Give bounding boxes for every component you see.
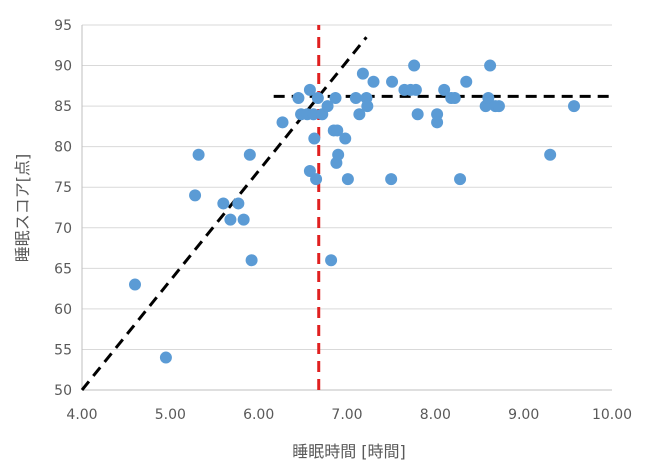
y-tick-label: 95 [54, 18, 72, 34]
x-tick-label: 6.00 [243, 407, 274, 423]
data-point [159, 351, 172, 364]
y-tick-label: 55 [54, 342, 72, 358]
data-point [482, 92, 495, 104]
data-point [385, 173, 398, 186]
y-tick-label: 60 [54, 302, 72, 318]
data-point [192, 148, 205, 161]
x-tick-label: 10.00 [592, 407, 632, 423]
tick-labels: 50 55 60 65 70 75 80 85 90 95 4.00 5.00 6.00 7.00 8.00… [54, 18, 632, 423]
axes [81, 25, 612, 391]
x-tick-label: 5.00 [155, 407, 186, 423]
data-point [189, 189, 202, 202]
y-tick-label: 85 [54, 99, 72, 115]
data-point [292, 92, 305, 104]
data-point [129, 278, 141, 291]
data-point [331, 124, 344, 137]
data-point [308, 132, 321, 145]
y-axis-title: 睡眠スコア[点] [13, 154, 32, 263]
data-point [224, 213, 237, 226]
y-tick-label: 65 [54, 261, 72, 277]
data-point [454, 173, 467, 186]
data-point [321, 100, 334, 113]
data-point [307, 108, 320, 121]
data-point [349, 92, 362, 104]
data-point [303, 165, 316, 177]
data-point [568, 100, 581, 113]
data-points [129, 59, 581, 364]
x-tick-label: 7.00 [331, 407, 362, 423]
y-tick-label: 50 [54, 383, 72, 399]
data-point [310, 173, 323, 186]
data-point [386, 75, 399, 88]
gridlines [82, 24, 612, 350]
data-point [245, 254, 258, 267]
data-point [217, 197, 230, 210]
data-point [460, 75, 473, 88]
x-tick-label: 9.00 [508, 407, 539, 423]
data-point [408, 59, 421, 72]
data-point [341, 173, 354, 186]
x-axis-title: 睡眠時間 [時間] [292, 442, 406, 461]
data-point [431, 116, 444, 129]
data-point [438, 83, 451, 96]
data-point [484, 59, 497, 72]
data-point [311, 92, 324, 104]
data-point [353, 108, 366, 121]
data-point [232, 197, 245, 210]
y-tick-label: 90 [54, 59, 72, 75]
x-tick-label: 8.00 [420, 407, 451, 423]
data-point [339, 132, 352, 145]
data-point [243, 148, 256, 161]
data-point [367, 75, 380, 88]
data-point [332, 148, 345, 161]
data-point [276, 116, 289, 129]
y-tick-label: 80 [54, 140, 72, 156]
y-tick-label: 75 [54, 180, 72, 196]
data-point [356, 67, 369, 80]
data-point [409, 83, 422, 96]
x-tick-label: 4.00 [66, 407, 97, 423]
data-point [303, 83, 316, 96]
data-point [329, 92, 342, 104]
data-point [492, 100, 505, 113]
data-point [544, 148, 557, 161]
diagonal-trend-line [80, 36, 368, 391]
data-point [325, 254, 338, 267]
data-point [448, 92, 461, 104]
data-point [237, 213, 250, 226]
y-tick-label: 70 [54, 221, 72, 237]
data-point [411, 108, 424, 121]
data-point [361, 100, 374, 113]
